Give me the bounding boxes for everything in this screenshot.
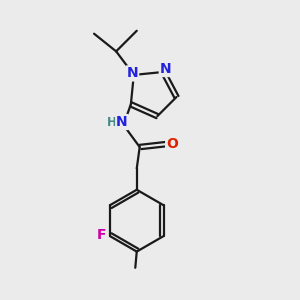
Text: N: N — [160, 62, 171, 76]
Text: N: N — [127, 66, 138, 80]
Text: N: N — [116, 115, 128, 129]
Text: O: O — [166, 137, 178, 151]
Text: H: H — [107, 116, 117, 128]
Text: F: F — [97, 228, 106, 242]
